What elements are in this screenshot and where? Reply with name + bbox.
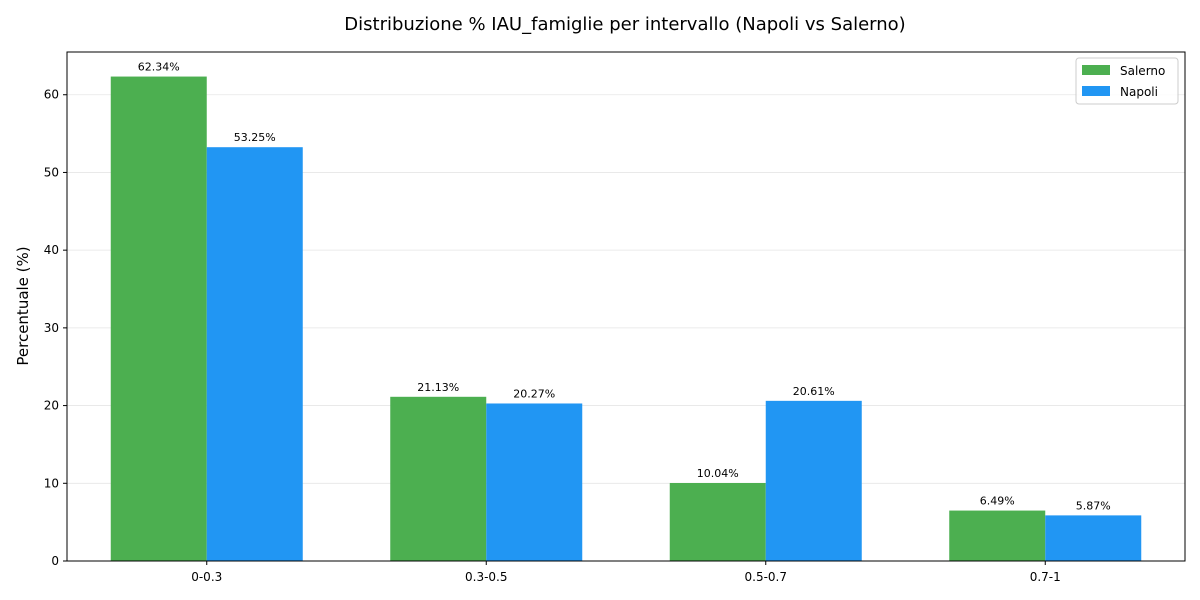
bar-value-label: 5.87% — [1076, 499, 1111, 512]
legend-swatch-salerno — [1082, 65, 1110, 75]
x-tick-label: 0-0.3 — [191, 570, 222, 584]
bar-napoli — [765, 400, 862, 561]
y-axis-label: Percentuale (%) — [14, 246, 32, 365]
bar-value-label: 20.61% — [793, 385, 835, 398]
y-tick-label: 60 — [44, 88, 59, 102]
bar-salerno — [949, 510, 1046, 561]
x-tick-label: 0.3-0.5 — [465, 570, 508, 584]
legend-label-salerno: Salerno — [1120, 64, 1165, 78]
plot-frame — [66, 51, 1186, 562]
legend-label-napoli: Napoli — [1120, 85, 1158, 99]
y-tick-label: 30 — [44, 321, 59, 335]
bar-value-label: 21.13% — [417, 381, 459, 394]
bar-value-label: 53.25% — [234, 131, 276, 144]
y-tick-label: 50 — [44, 165, 59, 179]
bars-group — [110, 76, 1142, 562]
bar-napoli — [1045, 515, 1142, 561]
x-axis-ticks: 0-0.3 0.3-0.5 0.5-0.7 0.7-1 — [191, 561, 1061, 584]
bar-napoli — [206, 147, 303, 562]
bar-salerno — [390, 396, 487, 561]
y-tick-label: 10 — [44, 476, 59, 490]
bar-value-label: 62.34% — [138, 61, 180, 74]
bar-napoli — [486, 403, 583, 561]
bar-value-label: 10.04% — [697, 467, 739, 480]
x-tick-label: 0.7-1 — [1030, 570, 1061, 584]
bar-value-label: 6.49% — [980, 495, 1015, 508]
bar-labels-group: 62.34% 53.25% 21.13% 20.27% 10.04% 20.61% 6.49… — [138, 61, 1111, 513]
chart-title: Distribuzione % IAU_famiglie per interva… — [344, 14, 905, 35]
y-axis-ticks: 0 10 20 30 40 50 60 — [44, 88, 67, 568]
y-tick-label: 20 — [44, 399, 59, 413]
legend-swatch-napoli — [1082, 86, 1110, 96]
bar-salerno — [669, 482, 766, 561]
bar-value-label: 20.27% — [513, 387, 555, 400]
y-tick-label: 0 — [51, 554, 59, 568]
x-tick-label: 0.5-0.7 — [745, 570, 788, 584]
legend: Salerno Napoli — [1075, 57, 1179, 105]
bar-salerno — [110, 76, 207, 561]
y-tick-label: 40 — [44, 243, 59, 257]
